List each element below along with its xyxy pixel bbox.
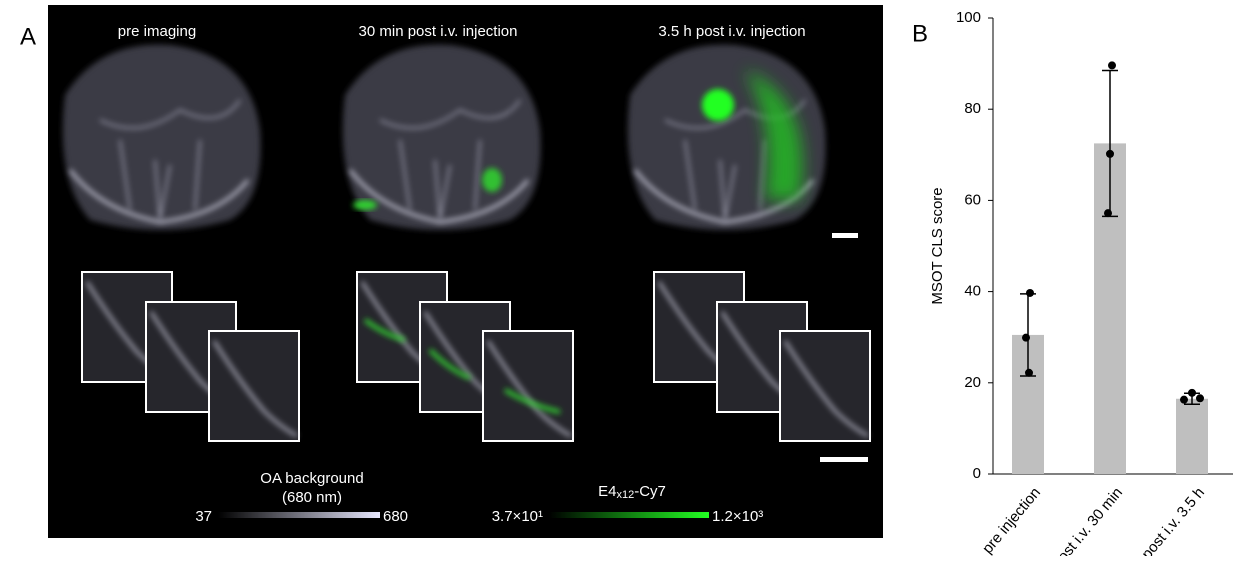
y-tick-label: 20 bbox=[964, 374, 981, 391]
panel-b: B MSOT CLS score 0 20 40 60 80 100 pre injecti… bbox=[912, 9, 1233, 556]
x-tick-label: pre injection bbox=[979, 484, 1044, 556]
data-point bbox=[1025, 369, 1033, 377]
data-point bbox=[1104, 209, 1112, 217]
panel-letter: A bbox=[20, 23, 36, 50]
y-tick-label: 40 bbox=[964, 283, 981, 300]
image-title: 30 min post i.v. injection bbox=[359, 23, 518, 40]
data-point bbox=[1106, 150, 1114, 158]
data-point bbox=[1188, 389, 1196, 397]
signal bbox=[482, 168, 502, 192]
signal bbox=[702, 89, 734, 121]
data-point bbox=[1026, 289, 1034, 297]
data-point bbox=[1022, 334, 1030, 342]
y-tick-label: 60 bbox=[964, 191, 981, 208]
data-point bbox=[1180, 396, 1188, 404]
panel-letter: B bbox=[912, 20, 928, 47]
signal bbox=[353, 200, 377, 210]
inset bbox=[483, 331, 573, 441]
x-tick-label: post i.v. 30 min bbox=[1049, 484, 1126, 556]
bar bbox=[1176, 399, 1208, 474]
inset bbox=[209, 331, 299, 441]
brain-image bbox=[63, 45, 261, 230]
y-axis-label: MSOT CLS score bbox=[929, 187, 946, 304]
image-title: pre imaging bbox=[118, 23, 196, 40]
colorbar-min: 37 bbox=[195, 508, 212, 525]
x-tick-label: post i.v. 3.5 h bbox=[1138, 484, 1208, 556]
y-tick-label: 100 bbox=[956, 9, 981, 26]
scale-bar bbox=[832, 233, 858, 238]
image-title: 3.5 h post i.v. injection bbox=[658, 23, 805, 40]
colorbar bbox=[549, 512, 709, 518]
y-tick-label: 0 bbox=[973, 465, 981, 482]
panel-a: A pre imaging 30 min post i.v. injection… bbox=[20, 5, 883, 538]
colorbar-max: 680 bbox=[383, 508, 408, 525]
colorbar-label: (680 nm) bbox=[282, 489, 342, 506]
figure: A pre imaging 30 min post i.v. injection… bbox=[0, 0, 1233, 556]
data-point bbox=[1108, 61, 1116, 69]
colorbar-label: OA background bbox=[260, 470, 363, 487]
y-tick-label: 80 bbox=[964, 100, 981, 117]
colorbar-min: 3.7×10¹ bbox=[492, 508, 543, 525]
colorbar-max: 1.2×10³ bbox=[712, 508, 763, 525]
scale-bar bbox=[820, 457, 868, 462]
inset bbox=[780, 331, 870, 441]
colorbar bbox=[218, 512, 380, 518]
data-point bbox=[1196, 394, 1204, 402]
